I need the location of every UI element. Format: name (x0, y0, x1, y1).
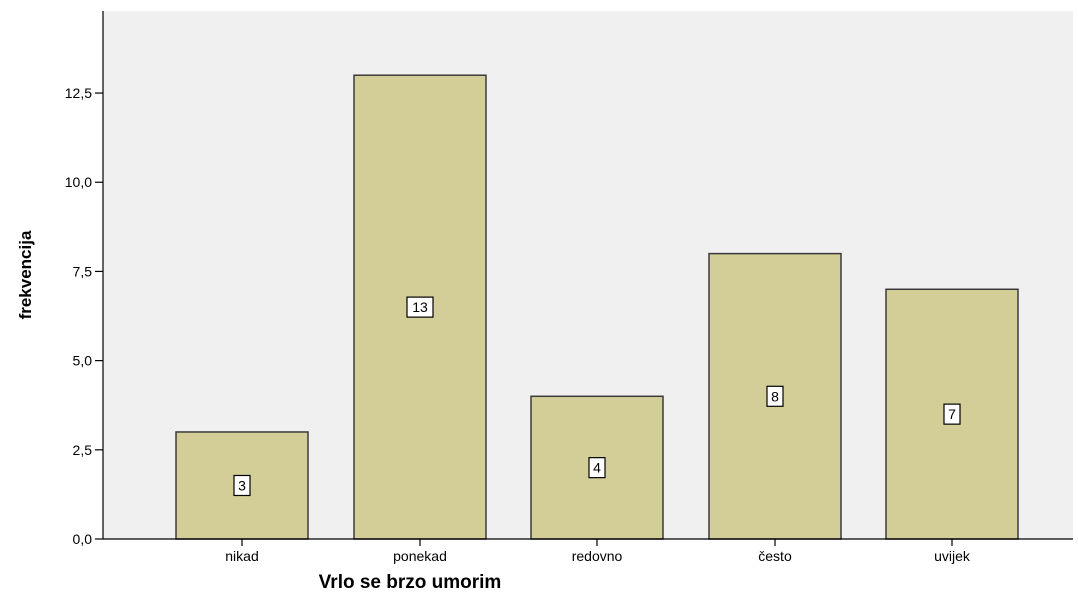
data-label-text: 3 (238, 477, 246, 493)
x-tick-label-često: često (758, 548, 792, 564)
x-tick-label-redovno: redovno (572, 548, 623, 564)
data-label-box (943, 403, 961, 425)
data-label-box (588, 457, 606, 479)
x-tick-label-uvijek: uvijek (934, 548, 971, 564)
data-label-nikad: 3 (233, 474, 251, 497)
axes: 0,0 2,5 5,0 7,5 10,0 12,5 nikad ponekad redovno č… (65, 11, 1073, 564)
data-label-text: 4 (593, 460, 601, 476)
y-tick-label: 2,5 (73, 442, 93, 458)
x-axis-title: Vrlo se brzo umorim (319, 572, 502, 593)
data-label-uvijek: 7 (943, 403, 961, 425)
data-label-ponekad: 13 (406, 296, 434, 318)
x-tick-label-nikad: nikad (225, 548, 258, 564)
data-label-text: 13 (412, 299, 428, 315)
data-label-text: 7 (948, 406, 956, 422)
y-tick-label: 0,0 (73, 531, 93, 547)
data-label-text: 8 (771, 388, 779, 404)
data-labels: 3 13 4 8 7 (233, 296, 961, 497)
x-tick-label-ponekad: ponekad (393, 548, 447, 564)
y-tick-label: 5,0 (73, 353, 93, 369)
y-axis-title: frekvencija (16, 230, 35, 319)
data-label-često: 8 (766, 385, 784, 407)
y-tick-label: 10,0 (65, 174, 92, 190)
y-tick-label: 7,5 (73, 263, 93, 279)
data-label-box (406, 296, 434, 318)
data-label-redovno: 4 (588, 457, 606, 479)
data-label-box (766, 385, 784, 407)
data-label-box (233, 474, 251, 497)
y-tick-label: 12,5 (65, 85, 92, 101)
